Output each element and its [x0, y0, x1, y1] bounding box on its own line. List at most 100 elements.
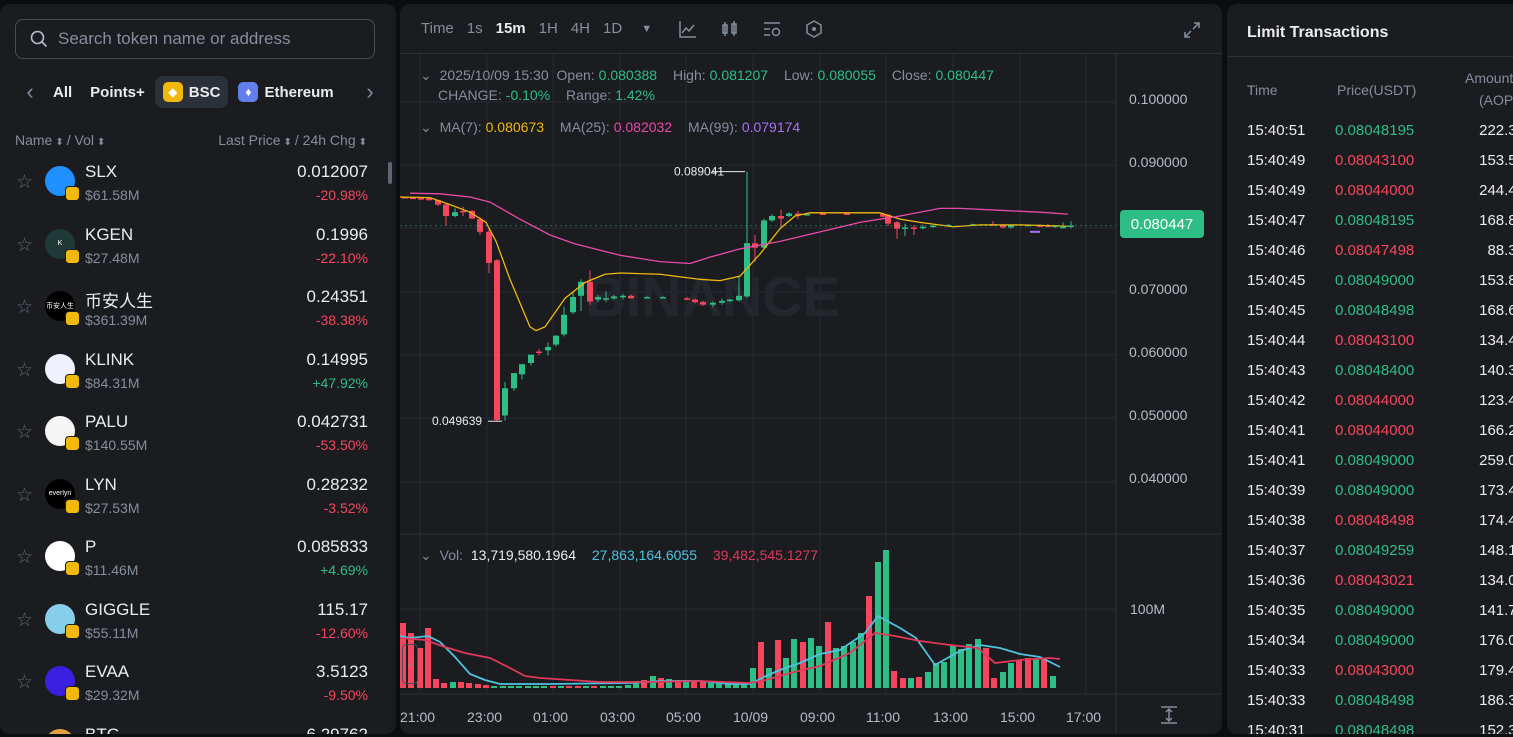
sort-icon[interactable]: ⬍	[283, 137, 292, 148]
transaction-row: 15:40:34 0.08049000 176.07K	[1227, 632, 1513, 662]
token-row[interactable]: ☆ everlyn LYN $27.53M 0.28232 -3.52%	[0, 469, 396, 532]
range-value: 1.42%	[615, 87, 655, 103]
token-row[interactable]: ☆ EVAA $29.32M 3.5123 -9.50%	[0, 656, 396, 719]
panel-title: Limit Transactions	[1247, 24, 1389, 41]
token-row[interactable]: ☆ PALU $140.55M 0.042731 -53.50%	[0, 406, 396, 469]
tx-price: 0.08048195	[1335, 122, 1415, 139]
favorite-star-icon[interactable]: ☆	[16, 672, 34, 693]
chain-prev-button[interactable]: ‹	[26, 79, 34, 104]
candlestick-icon[interactable]	[720, 19, 740, 39]
timeframe-dropdown-icon[interactable]: ▼	[641, 22, 653, 35]
favorite-star-icon[interactable]: ☆	[16, 547, 34, 568]
chain-chip-points[interactable]: Points+	[82, 76, 153, 108]
token-row[interactable]: ☆ SLX $61.58M 0.012007 -20.98%	[0, 156, 396, 219]
vol-value: 13,719,580.1964	[470, 547, 576, 563]
token-price: 0.012007	[297, 162, 368, 181]
ma25-label: MA(25):	[559, 119, 610, 135]
bnb-chain-icon	[65, 498, 80, 514]
favorite-star-icon[interactable]: ☆	[16, 297, 34, 318]
tx-amount: 153.54K	[1479, 152, 1513, 169]
timeframe-1s[interactable]: 1s	[466, 20, 483, 37]
favorite-star-icon[interactable]: ☆	[16, 609, 34, 631]
favorite-star-icon[interactable]: ☆	[16, 172, 34, 193]
sort-icon[interactable]: ⬍	[55, 137, 64, 148]
tx-price: 0.08043100	[1335, 152, 1415, 169]
search-icon	[30, 30, 48, 48]
auto-scale-icon[interactable]	[1158, 704, 1180, 731]
tx-price: 0.08043021	[1335, 572, 1415, 589]
token-logo	[45, 728, 75, 734]
expand-left-handle[interactable]: ›	[402, 644, 418, 684]
sort-vol[interactable]: / Vol	[66, 132, 94, 148]
high-value: 0.081207	[709, 67, 769, 83]
divider	[1227, 56, 1513, 57]
ma25-value: 0.082032	[613, 119, 673, 135]
high-label: High:	[672, 67, 706, 83]
timeframe-15m[interactable]: 15m	[495, 20, 526, 37]
sort-name[interactable]: Name	[15, 132, 53, 148]
search-box[interactable]	[15, 19, 375, 59]
token-price: 0.042731	[297, 412, 368, 431]
timeframe-time[interactable]: Time	[421, 20, 454, 37]
time-axis-label: 01:00	[533, 709, 569, 725]
favorite-star-icon[interactable]: ☆	[16, 359, 34, 381]
tx-time: 15:40:45	[1247, 272, 1306, 289]
token-change: -9.50%	[323, 687, 368, 703]
favorite-star-icon[interactable]: ☆	[16, 422, 34, 443]
time-axis-label: 21:00	[400, 709, 436, 725]
chart-settings-icon[interactable]	[804, 19, 824, 39]
scrollbar[interactable]	[388, 162, 392, 184]
timeframe-4h[interactable]: 4H	[570, 20, 591, 37]
chain-chip-ethereum[interactable]: ♦ Ethereum	[230, 76, 341, 108]
token-row[interactable]: ☆ K KGEN $27.48M 0.1996 -22.10%	[0, 219, 396, 282]
tx-amount: 222.30K	[1479, 122, 1513, 139]
sort-icon[interactable]: ⬍	[358, 137, 367, 148]
token-row[interactable]: ☆ BTG 6.29762	[0, 719, 396, 735]
collapse-icon[interactable]: ⌄	[420, 547, 432, 563]
sort-price[interactable]: Last Price	[218, 132, 281, 148]
collapse-icon[interactable]: ⌄	[420, 119, 432, 135]
price-axis-label: 0.090000	[1129, 154, 1188, 170]
tx-price: 0.08048195	[1335, 212, 1415, 229]
indicator-settings-icon[interactable]	[762, 19, 782, 39]
tx-price: 0.08049000	[1335, 272, 1415, 289]
token-symbol: 币安人生	[85, 292, 153, 311]
favorite-star-icon[interactable]: ☆	[16, 234, 34, 256]
tx-time: 15:40:42	[1247, 392, 1306, 409]
search-input[interactable]	[58, 29, 348, 49]
chain-next-button[interactable]: ›	[366, 79, 374, 104]
favorite-star-icon[interactable]: ☆	[16, 484, 34, 506]
chain-chip-all[interactable]: All	[45, 76, 80, 108]
sort-chg[interactable]: / 24h Chg	[294, 132, 356, 148]
tx-price: 0.08049000	[1335, 482, 1415, 499]
token-row[interactable]: ☆ P $11.46M 0.085833 +4.69%	[0, 531, 396, 594]
tx-amount: 88.34K	[1487, 242, 1513, 259]
tx-time: 15:40:47	[1247, 212, 1306, 229]
tx-price: 0.08047498	[1335, 242, 1415, 259]
token-logo	[45, 353, 80, 389]
tx-amount: 168.65K	[1479, 302, 1513, 319]
fullscreen-icon[interactable]	[1182, 20, 1202, 45]
line-chart-icon[interactable]	[678, 19, 698, 39]
token-row[interactable]: ☆ KLINK $84.31M 0.14995 +47.92%	[0, 344, 396, 407]
collapse-icon[interactable]: ⌄	[420, 67, 432, 83]
token-logo	[45, 541, 80, 576]
vol-axis-label: 100M	[1130, 601, 1166, 617]
token-row[interactable]: ☆ GIGGLE $55.11M 115.17 -12.60%	[0, 594, 396, 657]
token-change: +47.92%	[312, 374, 368, 391]
favorite-star-icon[interactable]: ☆	[16, 734, 33, 735]
price-chart[interactable]: BINANCE 0.089041 0.049639	[400, 54, 1222, 734]
token-logo	[45, 603, 80, 639]
token-volume: $55.11M	[85, 624, 139, 641]
timeframe-1d[interactable]: 1D	[603, 20, 623, 37]
token-price: 0.24351	[306, 287, 368, 306]
chain-chip-bsc[interactable]: ◆ BSC	[154, 76, 229, 108]
close-value: 0.080447	[935, 67, 994, 83]
change-label: CHANGE:	[438, 87, 502, 103]
price-axis-label: 0.050000	[1129, 407, 1188, 423]
timeframe-1h[interactable]: 1H	[538, 20, 558, 37]
ma-info: ⌄ MA(7): 0.080673 MA(25): 0.082032 MA(99):…	[420, 119, 812, 136]
sort-icon[interactable]: ⬍	[97, 137, 106, 148]
token-row[interactable]: ☆ 币安人生 币安人生 $361.39M 0.24351 -38.38%	[0, 281, 396, 344]
tx-time: 15:40:49	[1247, 182, 1306, 199]
